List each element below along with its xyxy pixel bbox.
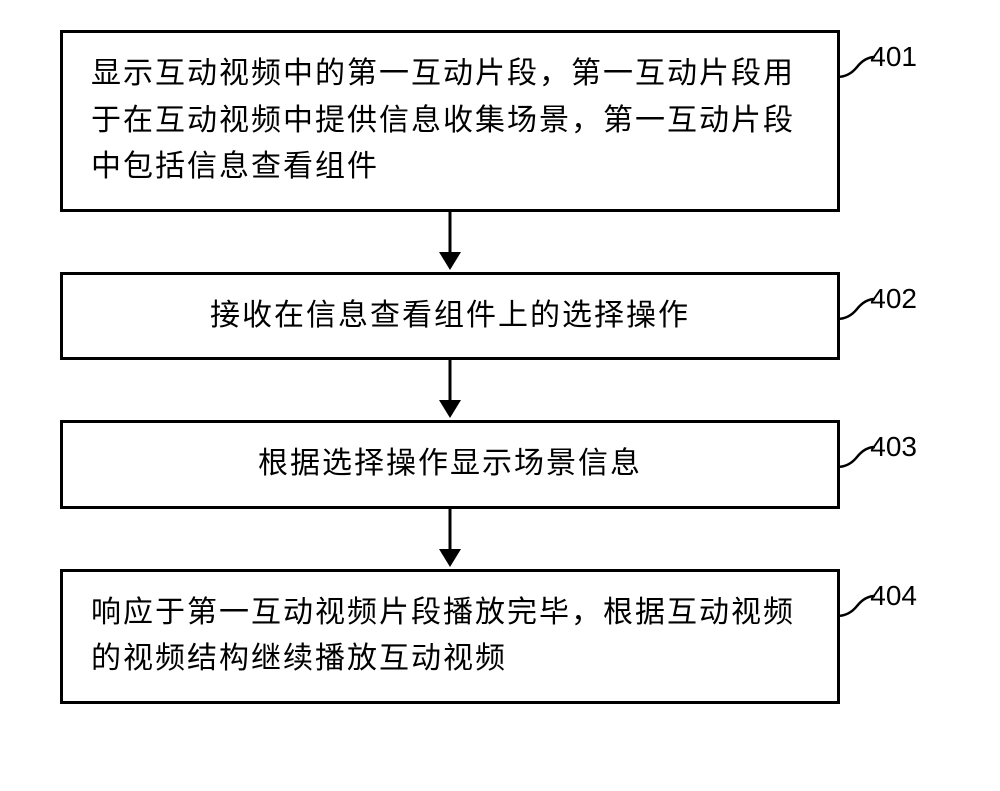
step-label-2: 402 <box>870 283 917 315</box>
arrow-down-icon <box>430 360 470 420</box>
step-text-2: 接收在信息查看组件上的选择操作 <box>210 293 690 340</box>
flowchart-container: 显示互动视频中的第一互动片段，第一互动片段用于在互动视频中提供信息收集场景，第一… <box>60 30 940 704</box>
arrow-1-2 <box>60 212 840 272</box>
step-box-1: 显示互动视频中的第一互动片段，第一互动片段用于在互动视频中提供信息收集场景，第一… <box>60 30 840 212</box>
arrow-down-icon <box>430 212 470 272</box>
step-text-1: 显示互动视频中的第一互动片段，第一互动片段用于在互动视频中提供信息收集场景，第一… <box>91 51 809 191</box>
arrow-down-icon <box>430 509 470 569</box>
arrow-3-4 <box>60 509 840 569</box>
arrow-2-3 <box>60 360 840 420</box>
step-label-4: 404 <box>870 580 917 612</box>
step-box-2: 接收在信息查看组件上的选择操作 402 <box>60 272 840 361</box>
step-box-4: 响应于第一互动视频片段播放完毕，根据互动视频的视频结构继续播放互动视频 404 <box>60 569 840 704</box>
step-label-3: 403 <box>870 431 917 463</box>
step-label-1: 401 <box>870 41 917 73</box>
step-text-3: 根据选择操作显示场景信息 <box>258 441 642 488</box>
step-box-3: 根据选择操作显示场景信息 403 <box>60 420 840 509</box>
step-text-4: 响应于第一互动视频片段播放完毕，根据互动视频的视频结构继续播放互动视频 <box>91 590 809 683</box>
